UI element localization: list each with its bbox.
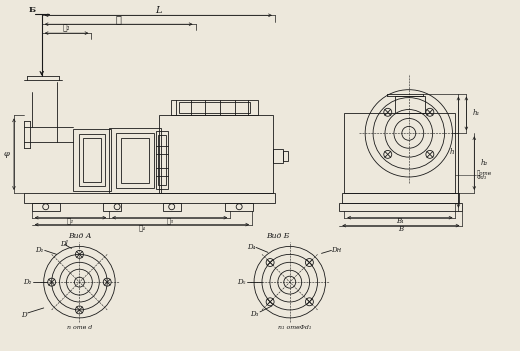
Text: Вид А: Вид А [68, 232, 91, 239]
Bar [395, 95, 425, 113]
Bar [283, 151, 288, 161]
Text: φ: φ [3, 150, 9, 158]
Text: Вид Б: Вид Б [266, 232, 290, 239]
Bar [80, 134, 105, 186]
Bar [103, 203, 121, 211]
Text: D₅: D₅ [237, 278, 245, 286]
Text: ℓотв: ℓотв [476, 170, 491, 176]
Text: L: L [155, 6, 162, 15]
Bar [179, 101, 250, 113]
Text: B₁: B₁ [396, 217, 404, 225]
Text: ℓ: ℓ [115, 15, 121, 24]
Bar [156, 131, 168, 189]
Text: ℓ₄: ℓ₄ [138, 224, 146, 232]
Text: D: D [21, 311, 27, 319]
Text: h₂: h₂ [480, 159, 487, 167]
Bar [32, 203, 60, 211]
Text: n отв d: n отв d [67, 325, 92, 330]
Bar [342, 193, 459, 203]
Bar [158, 135, 166, 185]
Bar [340, 203, 462, 211]
Text: Dн: Dн [331, 246, 342, 254]
Text: D₁: D₁ [35, 246, 44, 254]
Bar [163, 203, 180, 211]
Text: ℓ₂: ℓ₂ [67, 217, 74, 225]
Bar [121, 138, 149, 183]
Bar [225, 203, 253, 211]
Text: D₄: D₄ [246, 244, 255, 251]
Bar [109, 128, 161, 193]
Bar [344, 113, 456, 193]
Text: h₁: h₁ [472, 110, 479, 118]
Text: h: h [450, 148, 454, 156]
Bar [83, 138, 101, 182]
Bar [24, 193, 275, 203]
Text: ℓ₃: ℓ₃ [166, 217, 173, 225]
Text: Dl: Dl [60, 240, 68, 249]
Bar [73, 130, 111, 191]
Text: B: B [398, 225, 404, 233]
Text: D₃: D₃ [250, 310, 258, 318]
Text: n₁ отвΦd₁: n₁ отвΦd₁ [278, 325, 311, 330]
Bar [171, 100, 258, 115]
Bar [273, 149, 283, 163]
Bar [116, 133, 154, 188]
Bar [159, 115, 273, 193]
Text: D₂: D₂ [23, 278, 32, 286]
Text: Б: Б [28, 6, 35, 14]
Text: ℓ₁: ℓ₁ [63, 24, 70, 32]
Text: Φd₃: Φd₃ [476, 176, 487, 180]
